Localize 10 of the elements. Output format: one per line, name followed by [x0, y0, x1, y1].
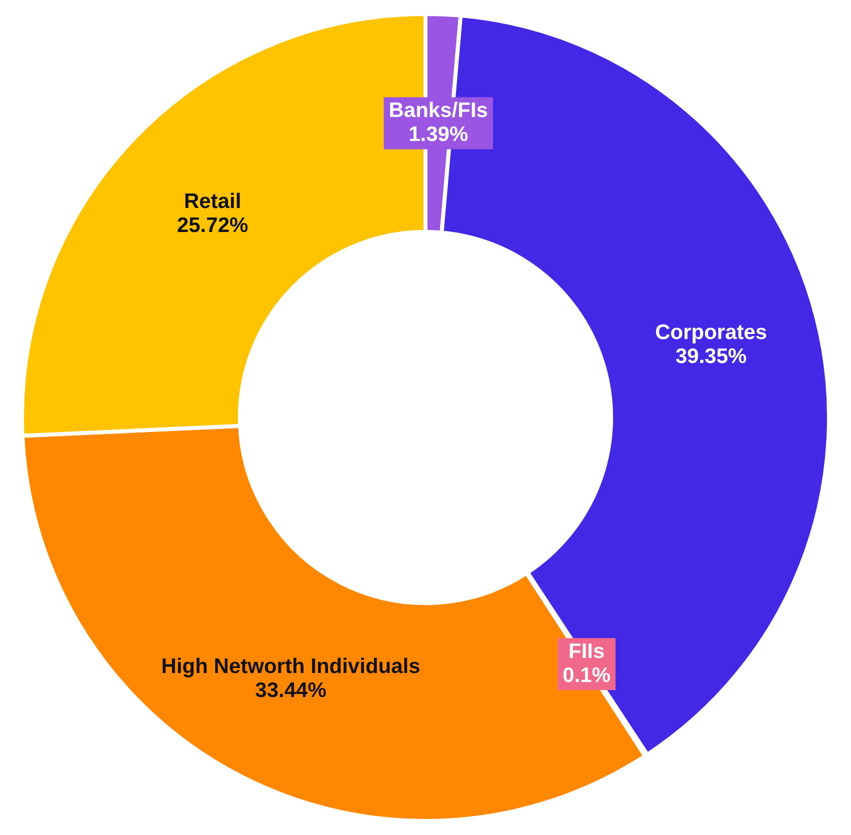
slice-label: FIIs — [568, 640, 605, 663]
data-label: 33.44% — [255, 679, 327, 702]
data-label: 1.39% — [408, 123, 468, 146]
data-label: 25.72% — [176, 214, 248, 237]
slice-label: Retail — [184, 190, 242, 213]
slice-label: High Networth Individuals — [161, 655, 420, 678]
slice-label: Banks/FIs — [388, 99, 488, 122]
data-label: 39.35% — [675, 345, 748, 368]
slice-label: Corporates — [655, 321, 768, 344]
data-label: 0.1% — [562, 664, 611, 687]
